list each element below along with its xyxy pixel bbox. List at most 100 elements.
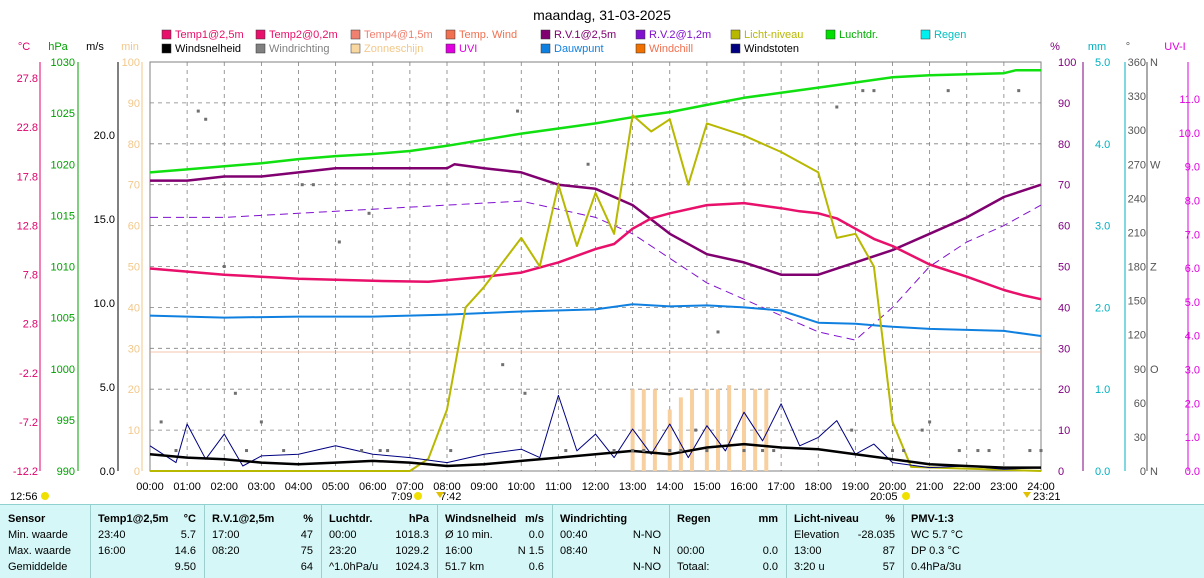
x-tick: 05:00	[322, 481, 350, 493]
x-tick: 14:00	[656, 481, 684, 493]
sunshine-bar	[716, 389, 721, 471]
rain-tick: 3.0	[1095, 221, 1110, 233]
humidity-tick: 90	[1058, 98, 1070, 110]
legend-label: R.V.2@1,2m	[649, 29, 711, 41]
summary-cell: 13:00	[794, 545, 822, 557]
legend-label: Windstoten	[744, 43, 799, 55]
x-tick: 23:00	[990, 481, 1018, 493]
wind-direction-dot	[367, 211, 371, 215]
humidity-tick: 100	[1058, 57, 1076, 69]
temp-tick: 7.8	[23, 270, 38, 282]
summary-cell: Licht-niveau	[794, 513, 859, 525]
summary-value: 1024.3	[395, 561, 429, 573]
summary-cell: WC 5.7 °C	[911, 529, 964, 541]
rain-tick: 1.0	[1095, 384, 1110, 396]
sunrise-time: 7:09	[391, 491, 412, 503]
uv-tick: 4.0	[1185, 331, 1200, 343]
plot-area	[149, 61, 1043, 472]
sunshine-tick: 80	[128, 139, 140, 151]
wind-tick: 15.0	[94, 214, 115, 226]
temp-axis-title: °C	[18, 41, 30, 53]
summary-cell: Ø 10 min.	[445, 529, 493, 541]
humidity2-line	[150, 200, 1042, 341]
wind-direction-dot	[835, 105, 839, 109]
legend-label: Temp4@1,5m	[364, 29, 433, 41]
summary-row: 08:40 N	[552, 543, 669, 559]
direction-tick: 60	[1134, 398, 1146, 410]
summary-value: 0.0	[762, 545, 778, 557]
pressure-axis-title: hPa	[48, 41, 68, 53]
wind-direction-dot	[245, 449, 249, 453]
x-tick: 11:00	[545, 481, 572, 493]
summary-row: Max. waarde	[0, 543, 90, 559]
summary-column: R.V.1@2,5m% 17:00 47 08:20 75 64	[204, 505, 322, 578]
summary-value: 9.50	[174, 561, 196, 573]
wind-direction-dot	[705, 449, 709, 453]
temp-tick: 17.8	[17, 171, 38, 183]
wind-direction-dot	[1039, 449, 1043, 453]
wind-direction-dot	[631, 449, 635, 453]
x-tick: 00:00	[136, 481, 164, 493]
summary-cell: Elevation	[794, 529, 840, 541]
legend-swatch	[635, 29, 646, 40]
direction-tick: 180	[1128, 262, 1146, 274]
direction-tick: 330	[1128, 91, 1146, 103]
summary-cell: Max. waarde	[8, 545, 71, 557]
legend-label: Temp. Wind	[459, 29, 517, 41]
uv-tick: 7.0	[1185, 229, 1200, 241]
sunshine-bar	[630, 389, 635, 471]
wind-direction-dot	[174, 449, 178, 453]
pressure-tick: 1030	[51, 57, 75, 69]
summary-column: PMV-1:3 WC 5.7 °C DP 0.3 °C 0.4hPa/3u	[903, 505, 1204, 578]
summary-header: Sensor	[0, 511, 90, 527]
legend-label: Dauwpunt	[554, 43, 604, 55]
summary-cell: Regen	[677, 513, 711, 525]
direction-letter: O	[1150, 364, 1159, 376]
summary-cell: 16:00	[445, 545, 473, 557]
x-tick: 12:00	[582, 481, 610, 493]
x-tick: 07:00	[396, 481, 424, 493]
summary-value: 47	[300, 529, 313, 541]
summary-header: PMV-1:3	[903, 511, 1204, 527]
uv-tick: 5.0	[1185, 297, 1200, 309]
windspeed-line	[149, 442, 1041, 469]
summary-row: DP 0.3 °C	[903, 543, 1204, 559]
legend-swatch	[350, 43, 361, 54]
legend-swatch	[445, 43, 456, 54]
humidity-tick: 70	[1058, 180, 1070, 192]
legend-swatch	[161, 43, 172, 54]
summary-value: 57	[882, 561, 895, 573]
humidity-tick: 80	[1058, 139, 1070, 151]
uv-tick: 9.0	[1185, 162, 1200, 174]
summary-cell: 0.4hPa/3u	[911, 561, 962, 573]
wind-direction-dot	[761, 449, 765, 453]
summary-row: 0.4hPa/3u	[903, 559, 1204, 575]
wind-direction-dot	[378, 449, 382, 453]
wind-direction-dot	[850, 428, 854, 432]
sunrise2-time: 7:42	[440, 491, 461, 503]
summary-value: N	[653, 545, 661, 557]
pressure-tick: 1020	[51, 159, 75, 171]
plot-frame	[149, 61, 1042, 472]
wind-direction-dot	[516, 109, 520, 113]
time-right: 23:21	[1033, 491, 1061, 503]
x-tick: 22:00	[953, 481, 981, 493]
summary-row: 00:40 N-NO	[552, 527, 669, 543]
sunshine-tick: 20	[128, 384, 140, 396]
rain-tick: 2.0	[1095, 302, 1110, 314]
direction-tick: 0	[1140, 466, 1146, 478]
sunshine-bar	[704, 389, 709, 471]
sunset-time: 20:05	[870, 491, 898, 503]
summary-cell: 08:20	[212, 545, 240, 557]
x-tick: 21:00	[916, 481, 944, 493]
summary-header: Luchtdr. hPa	[321, 511, 437, 527]
summary-column: Windsnelheid m/s Ø 10 min. 0.0 16:00 N 1.5 51.…	[437, 505, 553, 578]
rain-tick: 5.0	[1095, 57, 1110, 69]
humidity-tick: 30	[1058, 343, 1070, 355]
temp1-line	[149, 201, 1042, 301]
summary-value: %	[303, 513, 313, 525]
legend-swatch	[161, 29, 172, 40]
summary-value: 0.0	[528, 529, 544, 541]
summary-value: %	[885, 513, 895, 525]
wind-tick: 0.0	[100, 466, 115, 478]
